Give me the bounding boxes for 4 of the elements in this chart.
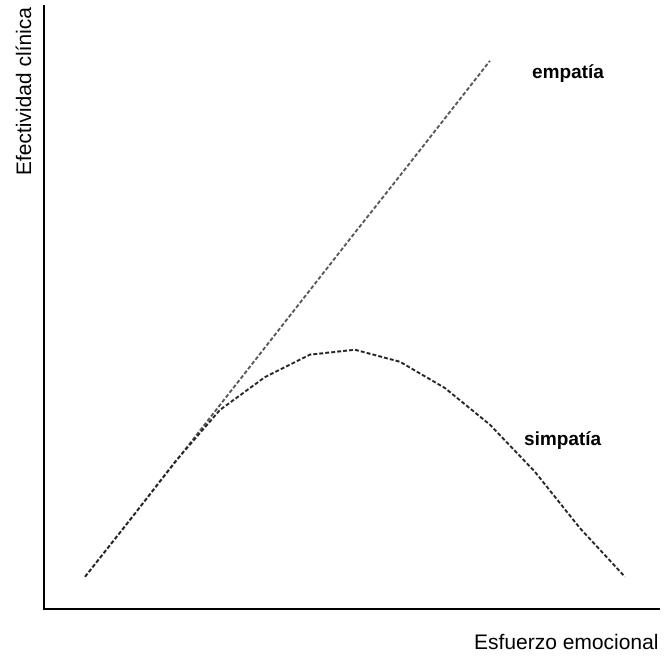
x-axis-title: Esfuerzo emocional [474, 631, 658, 654]
text: empatía [532, 62, 604, 83]
series-label: simpatía [524, 429, 602, 450]
y-axis-title: Efectividad clínica [13, 6, 36, 176]
